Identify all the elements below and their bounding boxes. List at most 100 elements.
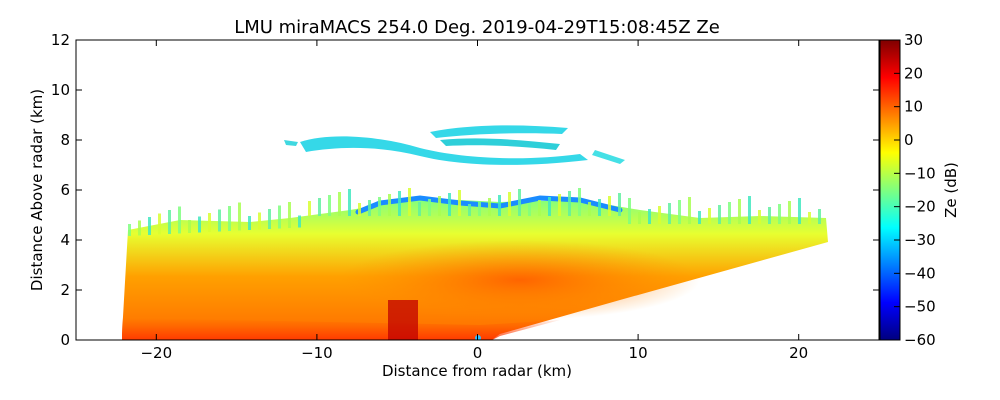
- echo-streak: [508, 192, 511, 216]
- y-tick-label: 0: [60, 331, 70, 349]
- echo-streak: [428, 199, 431, 216]
- colorbar-tick-label: −10: [904, 164, 936, 182]
- colorbar-tick-label: 30: [904, 31, 923, 49]
- echo-streak: [588, 202, 591, 216]
- echo-streak: [788, 201, 791, 224]
- echo-streak: [248, 216, 251, 230]
- x-tick-label: 10: [629, 344, 648, 362]
- colorbar-tick-label: −60: [904, 331, 936, 349]
- echo-streak: [358, 203, 361, 216]
- y-axis-ticks: 0 2 4 6 8 10 12: [51, 31, 879, 349]
- echo-streak: [648, 209, 651, 224]
- colorbar: [879, 39, 901, 341]
- surface-band: [122, 318, 560, 340]
- echo-streak: [708, 208, 711, 224]
- echo-streak: [158, 213, 161, 235]
- echo-streak: [478, 201, 481, 216]
- echo-streak: [608, 196, 611, 216]
- echo-streak: [258, 212, 261, 230]
- echo-streak: [658, 206, 661, 224]
- echo-streak: [178, 206, 181, 234]
- echo-streak: [768, 207, 771, 224]
- echo-streak: [558, 194, 561, 216]
- heavy-echo-column: [388, 300, 418, 340]
- echo-streak: [388, 194, 391, 216]
- colorbar-tick-label: −50: [904, 298, 936, 316]
- colorbar-tick-label: −20: [904, 198, 936, 216]
- echo-streak: [568, 191, 571, 216]
- echo-streak: [778, 204, 781, 224]
- echo-streak: [628, 198, 631, 224]
- echo-streak: [398, 191, 401, 216]
- colorbar-tick-label: 0: [904, 131, 914, 149]
- echo-streak: [728, 202, 731, 224]
- echo-streak: [268, 209, 271, 229]
- echo-streak: [488, 198, 491, 216]
- echo-streak: [578, 188, 581, 216]
- echo-streak: [798, 198, 801, 224]
- echo-streak: [288, 202, 291, 228]
- echo-streak: [438, 196, 441, 216]
- echo-streak: [328, 195, 331, 216]
- y-tick-label: 8: [60, 131, 70, 149]
- echo-streak: [138, 220, 141, 236]
- echo-streak: [208, 213, 211, 232]
- echo-streak: [418, 202, 421, 216]
- echo-streak: [128, 224, 131, 236]
- y-axis-label: Distance Above radar (km): [28, 89, 46, 291]
- echo-streak: [518, 189, 521, 216]
- echo-streak: [368, 200, 371, 216]
- echo-streak: [148, 217, 151, 235]
- echo-streaks: [128, 188, 821, 236]
- echo-streak: [198, 216, 201, 233]
- y-tick-label: 6: [60, 181, 70, 199]
- y-tick-label: 2: [60, 281, 70, 299]
- echo-streak: [618, 193, 621, 216]
- echo-streak: [698, 211, 701, 224]
- echo-streak: [738, 199, 741, 224]
- colorbar-tick-label: −30: [904, 231, 936, 249]
- echo-streak: [348, 189, 351, 216]
- echo-streak: [678, 200, 681, 224]
- echo-streak: [448, 193, 451, 216]
- echo-streak: [188, 220, 191, 233]
- echo-streak: [338, 192, 341, 216]
- echo-streak: [668, 203, 671, 224]
- echo-streak: [498, 195, 501, 216]
- echo-streak: [718, 205, 721, 224]
- colorbar-tick-label: 20: [904, 64, 923, 82]
- echo-streak: [598, 199, 601, 216]
- echo-streak: [378, 197, 381, 216]
- x-tick-label: 0: [473, 344, 483, 362]
- echo-streak: [408, 188, 411, 216]
- precipitation-core: [340, 240, 700, 320]
- x-tick-label: −10: [301, 344, 333, 362]
- y-tick-label: 4: [60, 231, 70, 249]
- echo-streak: [228, 206, 231, 231]
- echo-streak: [218, 209, 221, 232]
- echo-streak: [168, 210, 171, 234]
- echo-streak: [458, 190, 461, 216]
- echo-streak: [758, 210, 761, 224]
- echo-streak: [818, 209, 821, 224]
- echo-streak: [278, 205, 281, 229]
- echo-streak: [238, 202, 241, 231]
- x-tick-label: 20: [789, 344, 808, 362]
- echo-streak: [298, 215, 301, 228]
- echo-streak: [308, 201, 311, 216]
- colorbar-tick-label: 10: [904, 98, 923, 116]
- x-axis-label: Distance from radar (km): [382, 362, 572, 380]
- colorbar-tick-label: −40: [904, 264, 936, 282]
- x-tick-label: −20: [140, 344, 172, 362]
- y-tick-label: 10: [51, 81, 70, 99]
- upper-cirrus: [284, 125, 625, 165]
- echo-streak: [548, 197, 551, 216]
- x-axis-ticks: −20 −10 0 10 20: [140, 40, 808, 362]
- echo-streak: [468, 204, 471, 216]
- echo-streak: [318, 198, 321, 216]
- y-tick-label: 12: [51, 31, 70, 49]
- colorbar-ticks: 30 20 10 0 −10 −20 −30 −40 −50 −60: [894, 31, 936, 349]
- echo-streak: [688, 197, 691, 224]
- echo-streak: [808, 212, 811, 224]
